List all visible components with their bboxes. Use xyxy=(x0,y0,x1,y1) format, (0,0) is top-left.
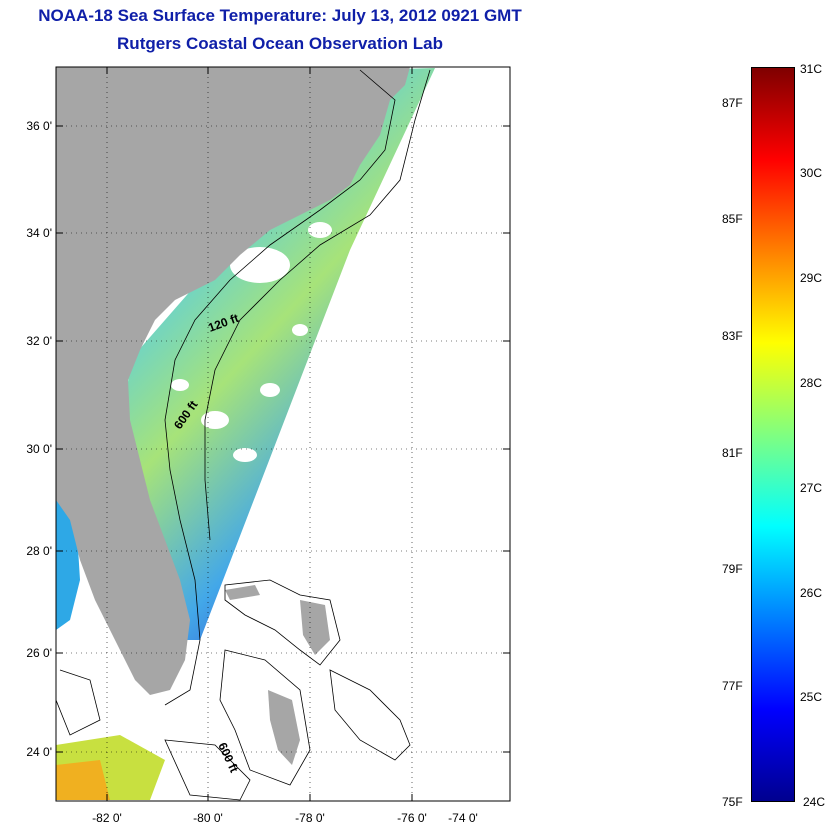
cb-label-27c: 27C xyxy=(800,481,823,495)
land-us-mainland xyxy=(56,67,410,695)
cb-label-29c: 29C xyxy=(800,271,823,285)
map-title: NOAA-18 Sea Surface Temperature: July 13… xyxy=(38,6,522,25)
lat-label-36: 36 0' xyxy=(26,119,52,133)
cb-label-83f: 83F xyxy=(722,329,743,343)
cb-label-87f: 87F xyxy=(722,96,743,110)
land-andros xyxy=(268,690,300,765)
cb-label-25c: 25C xyxy=(800,690,823,704)
lon-label-80: -80 0' xyxy=(193,811,223,825)
cb-label-75f: 75F xyxy=(722,795,743,809)
cb-label-24c: 24C xyxy=(803,795,826,809)
lon-label-76: -76 0' xyxy=(397,811,427,825)
cb-label-31c: 31C xyxy=(800,62,823,76)
cb-label-77f: 77F xyxy=(722,679,743,693)
map-frame xyxy=(55,66,511,802)
bathymetry-contours xyxy=(56,69,431,801)
lon-label-74: -74 0' xyxy=(448,811,478,825)
cloud-gaps xyxy=(171,222,332,462)
sst-keys-warm xyxy=(56,760,110,800)
cb-label-28c: 28C xyxy=(800,376,823,390)
lat-label-34: 34 0' xyxy=(26,226,52,240)
land-grand-bahama xyxy=(225,585,260,600)
cb-label-85f: 85F xyxy=(722,212,743,226)
lon-label-78: -78 0' xyxy=(295,811,325,825)
contour-label-600ft-south: 600 ft xyxy=(215,740,241,774)
map-subtitle: Rutgers Coastal Ocean Observation Lab xyxy=(117,34,443,53)
lat-label-32: 32 0' xyxy=(26,334,52,348)
sst-swath xyxy=(120,68,435,640)
lat-label-24: 24 0' xyxy=(26,745,52,759)
frame-ticks xyxy=(56,67,510,801)
lat-label-30: 30 0' xyxy=(26,442,52,456)
lat-label-28: 28 0' xyxy=(26,544,52,558)
graticule xyxy=(56,67,510,801)
cb-label-79f: 79F xyxy=(722,562,743,576)
cb-label-81f: 81F xyxy=(722,446,743,460)
lat-label-26: 26 0' xyxy=(26,646,52,660)
cb-label-30c: 30C xyxy=(800,166,823,180)
cb-label-26c: 26C xyxy=(800,586,823,600)
temperature-colorbar xyxy=(751,67,795,802)
lon-label-82: -82 0' xyxy=(92,811,122,825)
land-abaco xyxy=(300,600,330,655)
